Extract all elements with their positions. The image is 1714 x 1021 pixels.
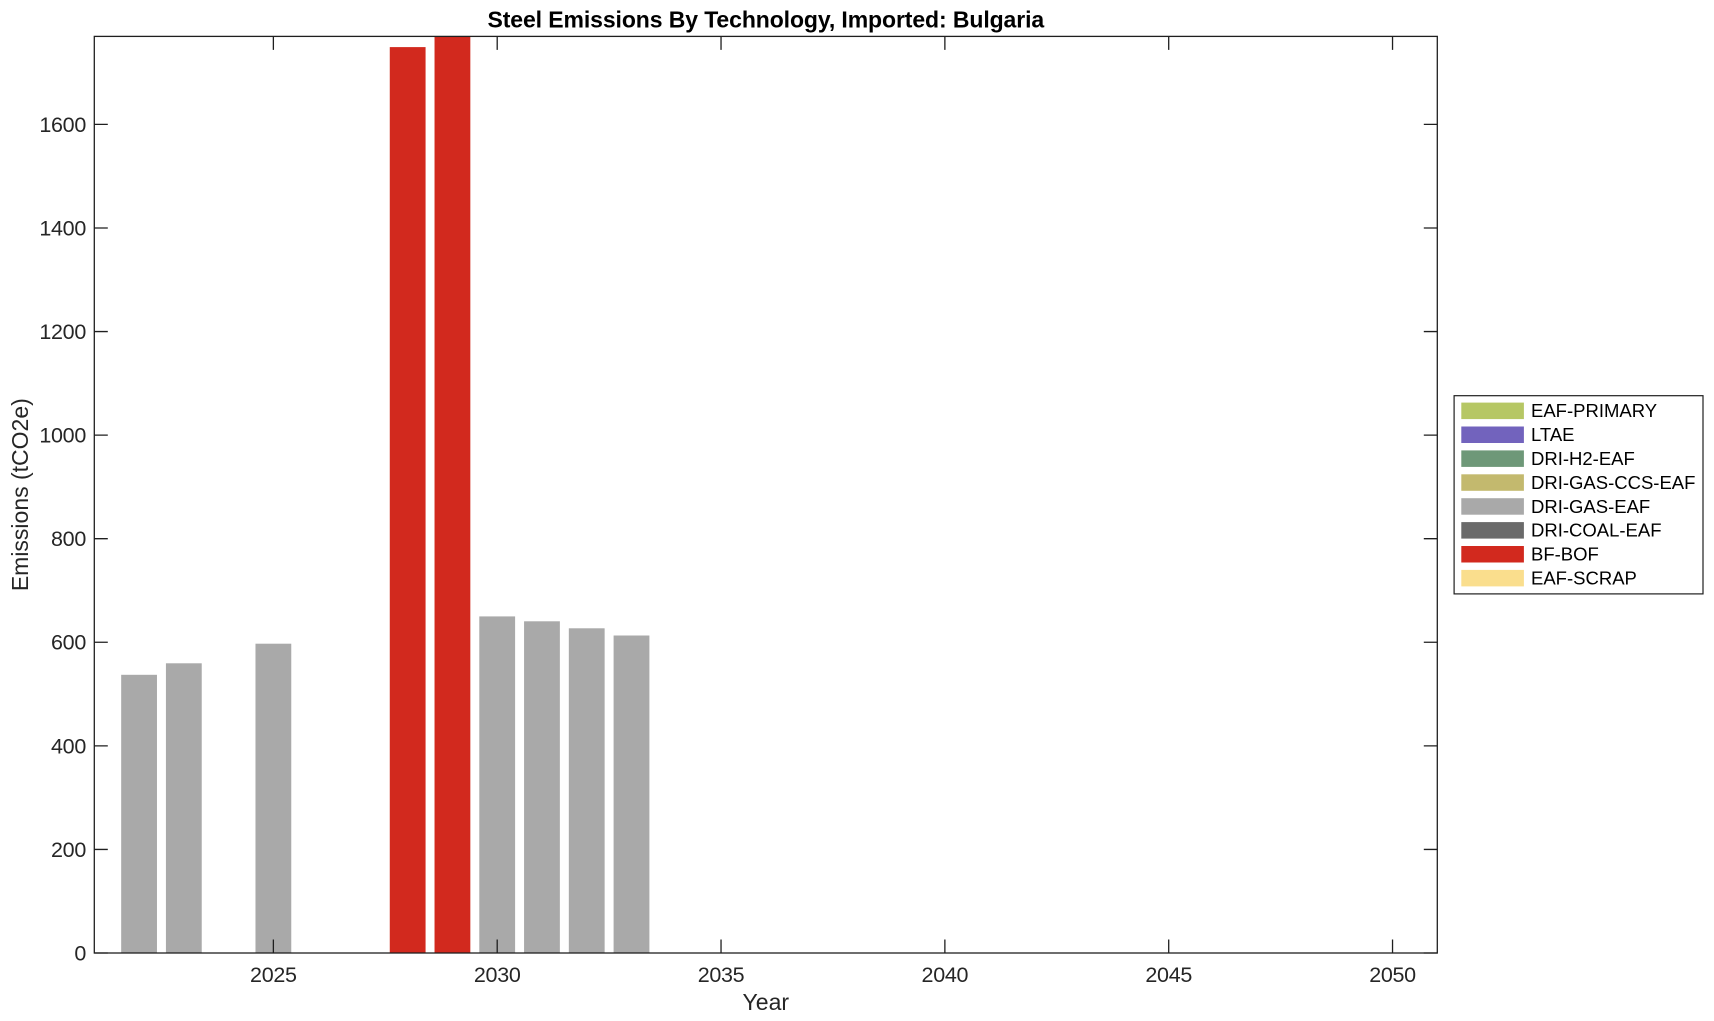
svg-text:LTAE: LTAE	[1531, 424, 1575, 445]
svg-text:1200: 1200	[39, 320, 86, 344]
svg-text:2045: 2045	[1145, 963, 1192, 987]
svg-text:1400: 1400	[39, 216, 86, 240]
svg-text:DRI-H2-EAF: DRI-H2-EAF	[1531, 448, 1635, 469]
svg-text:2025: 2025	[250, 963, 297, 987]
svg-text:2040: 2040	[922, 963, 969, 987]
svg-text:0: 0	[74, 941, 86, 965]
svg-text:Emissions (tCO2e): Emissions (tCO2e)	[7, 398, 33, 591]
svg-text:Year: Year	[743, 989, 790, 1015]
svg-text:EAF-SCRAP: EAF-SCRAP	[1531, 568, 1637, 589]
svg-text:400: 400	[51, 734, 86, 758]
svg-text:DRI-COAL-EAF: DRI-COAL-EAF	[1531, 520, 1662, 541]
svg-text:800: 800	[51, 527, 86, 551]
svg-text:2035: 2035	[698, 963, 745, 987]
svg-text:EAF-PRIMARY: EAF-PRIMARY	[1531, 400, 1657, 421]
svg-text:1600: 1600	[39, 113, 86, 137]
svg-text:1000: 1000	[39, 424, 86, 448]
svg-text:2050: 2050	[1369, 963, 1416, 987]
svg-text:200: 200	[51, 838, 86, 862]
svg-text:Steel Emissions By Technology,: Steel Emissions By Technology, Imported:…	[488, 7, 1045, 33]
svg-text:DRI-GAS-EAF: DRI-GAS-EAF	[1531, 496, 1650, 517]
svg-text:BF-BOF: BF-BOF	[1531, 544, 1599, 565]
svg-text:600: 600	[51, 631, 86, 655]
svg-text:DRI-GAS-CCS-EAF: DRI-GAS-CCS-EAF	[1531, 472, 1695, 493]
svg-text:2030: 2030	[474, 963, 521, 987]
